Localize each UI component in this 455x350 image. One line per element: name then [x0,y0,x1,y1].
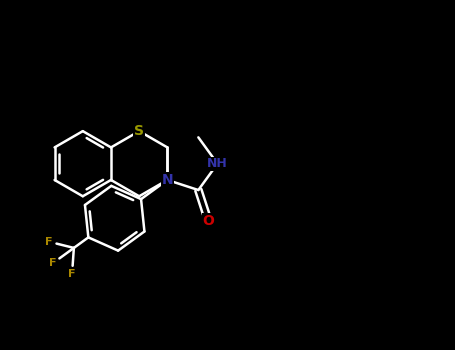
Text: O: O [202,214,214,228]
Text: F: F [68,269,76,279]
Text: F: F [49,258,56,268]
Text: NH: NH [207,157,228,170]
Text: N: N [162,173,173,187]
Text: F: F [45,237,52,247]
Text: S: S [134,124,144,138]
